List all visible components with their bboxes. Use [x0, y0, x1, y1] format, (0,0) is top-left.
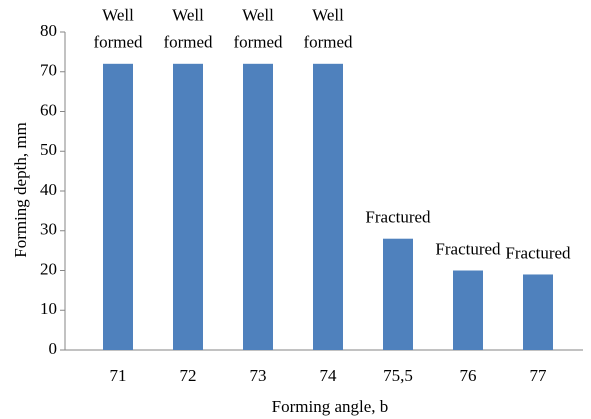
- annotation: Fractured: [435, 239, 501, 258]
- bar: [313, 63, 343, 351]
- bar: [453, 270, 483, 350]
- annotation: Well: [312, 6, 344, 25]
- y-tick-label: 10: [40, 299, 57, 318]
- annotation: formed: [233, 33, 283, 52]
- x-tick-label: 74: [320, 366, 338, 385]
- bar: [173, 63, 203, 351]
- y-tick-label: 40: [40, 180, 57, 199]
- y-tick-label: 30: [40, 220, 57, 239]
- x-tick-label: 75,5: [383, 366, 413, 385]
- y-axis-title: Forming depth, mm: [11, 122, 30, 258]
- x-tick-label: 76: [460, 366, 477, 385]
- y-tick-label: 0: [49, 339, 58, 358]
- x-axis-title: Forming angle, b: [272, 397, 389, 416]
- x-tick-label: 77: [530, 366, 548, 385]
- x-tick-label: 73: [250, 366, 267, 385]
- annotation: Well: [102, 6, 134, 25]
- annotation: formed: [163, 33, 213, 52]
- y-tick-label: 70: [40, 61, 57, 80]
- annotation: formed: [303, 33, 353, 52]
- y-tick-label: 80: [40, 21, 57, 40]
- annotation: Well: [242, 6, 274, 25]
- bar: [383, 238, 413, 350]
- x-tick-label: 71: [110, 366, 127, 385]
- x-tick-label: 72: [180, 366, 197, 385]
- bar: [243, 63, 273, 351]
- annotation: Fractured: [365, 208, 431, 227]
- bar: [523, 274, 553, 350]
- y-tick-label: 20: [40, 259, 57, 278]
- bar: [103, 63, 133, 351]
- annotation: Fractured: [505, 243, 571, 262]
- annotation: formed: [93, 33, 143, 52]
- annotation: Well: [172, 6, 204, 25]
- y-tick-label: 60: [40, 100, 57, 119]
- y-tick-label: 50: [40, 140, 57, 159]
